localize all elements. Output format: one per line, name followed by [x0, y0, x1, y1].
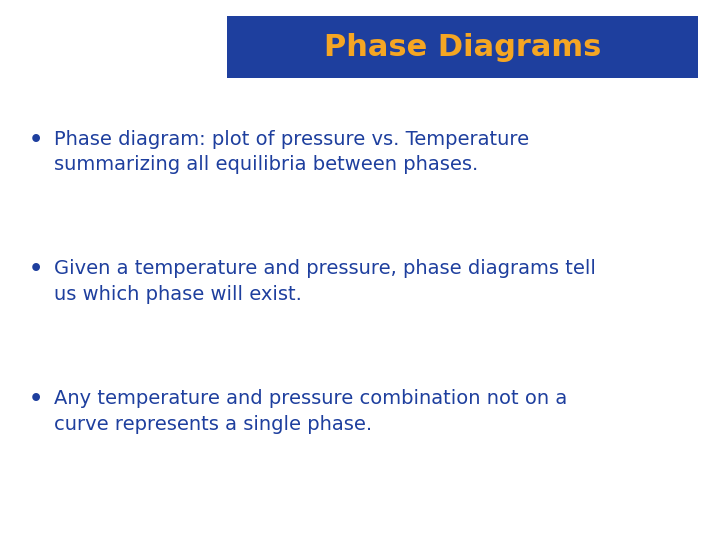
FancyBboxPatch shape: [227, 16, 698, 78]
Text: •: •: [29, 130, 43, 150]
Text: Phase Diagrams: Phase Diagrams: [324, 33, 601, 62]
Text: Given a temperature and pressure, phase diagrams tell
us which phase will exist.: Given a temperature and pressure, phase …: [54, 259, 596, 304]
Text: Phase diagram: plot of pressure vs. Temperature
summarizing all equilibria betwe: Phase diagram: plot of pressure vs. Temp…: [54, 130, 529, 174]
Text: •: •: [29, 259, 43, 279]
Text: Any temperature and pressure combination not on a
curve represents a single phas: Any temperature and pressure combination…: [54, 389, 567, 434]
Text: •: •: [29, 389, 43, 409]
